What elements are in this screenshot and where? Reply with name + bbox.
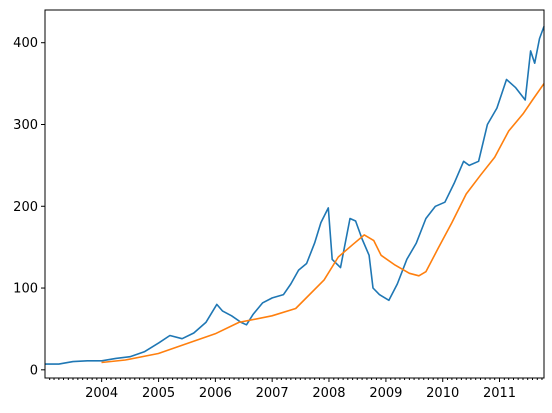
x-tick-label: 2005 (142, 386, 175, 401)
x-tick-label: 2007 (256, 386, 289, 401)
series-line-2 (101, 83, 545, 364)
series-line-1 (45, 26, 545, 365)
y-tick-label: 100 (13, 282, 38, 297)
x-tick-label: 2004 (85, 386, 118, 401)
series-layer (45, 26, 545, 365)
y-tick-label: 200 (13, 200, 38, 215)
y-tick-label: 0 (30, 363, 38, 378)
x-tick-label: 2008 (312, 386, 345, 401)
x-axis: 2004 2005 2006 2007 2008 2009 2010 2011 (49, 378, 543, 401)
y-tick-label: 300 (13, 118, 38, 133)
y-axis: 0 100 200 300 400 (13, 36, 45, 378)
plot-frame (44, 9, 545, 379)
x-tick-label: 2011 (483, 386, 516, 401)
x-tick-label: 2006 (199, 386, 232, 401)
x-tick-label: 2010 (426, 386, 459, 401)
x-tick-label: 2009 (369, 386, 402, 401)
y-tick-label: 400 (13, 36, 38, 51)
